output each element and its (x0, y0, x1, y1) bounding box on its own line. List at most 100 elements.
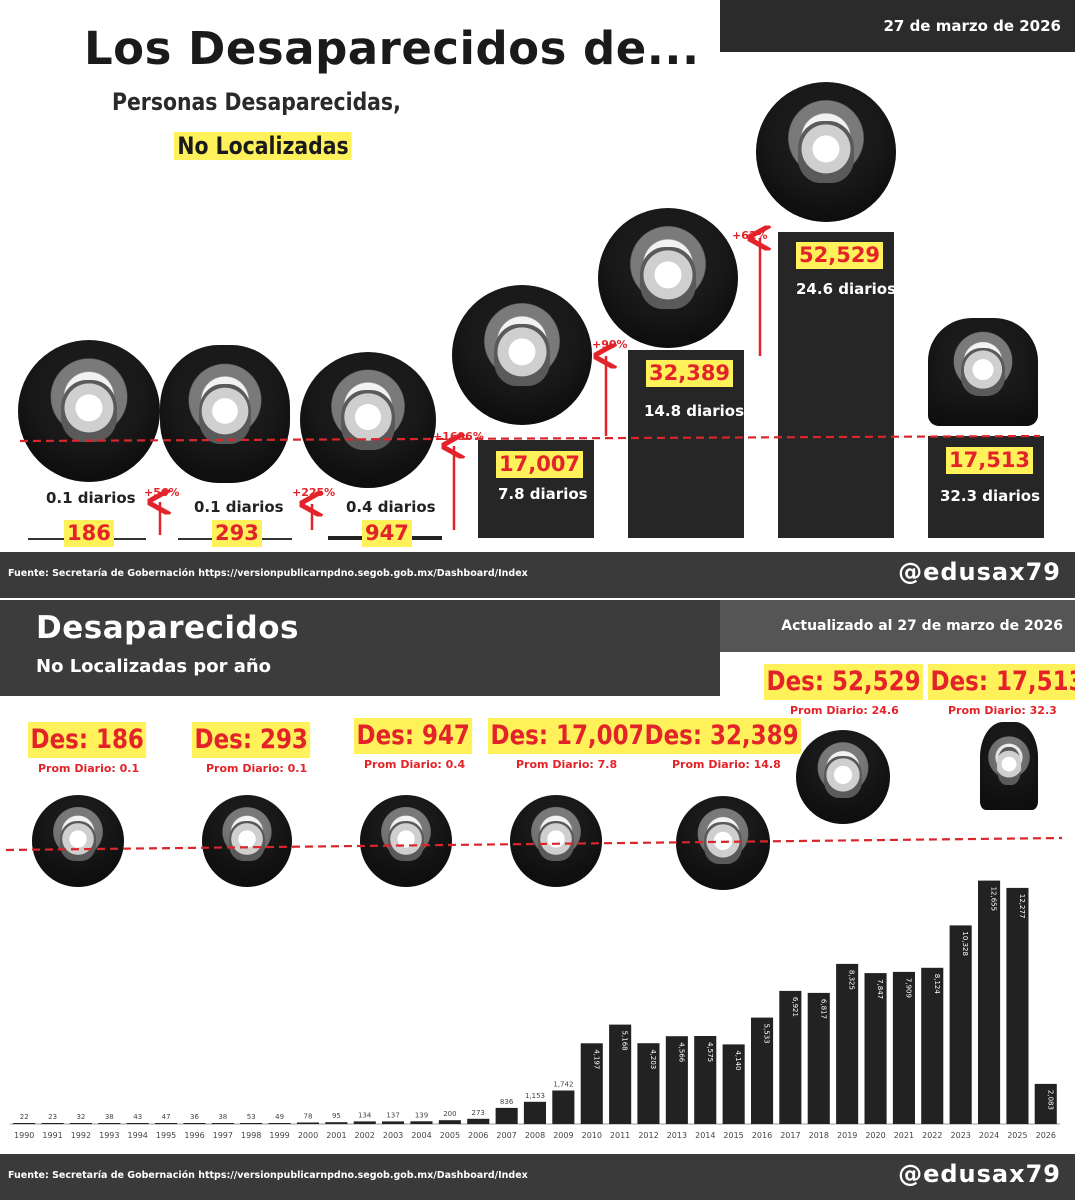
change-5: +62% (732, 229, 768, 242)
top-source: Fuente: Secretaría de Gobernación https:… (8, 568, 528, 579)
bar-1991 (41, 1123, 64, 1124)
year-label-1991: 1991 (42, 1131, 62, 1140)
president-portrait-3 (300, 352, 436, 488)
prom-label-4: Prom Diario: 7.8 (516, 758, 618, 771)
bar-2019 (836, 963, 859, 1124)
daily-president-5: 14.8 diarios (644, 402, 745, 420)
value-label-2015: 4,140 (734, 1050, 742, 1070)
value-label-1994: 43 (133, 1113, 142, 1121)
bottom-footer: Fuente: Secretaría de Gobernación https:… (0, 1154, 1075, 1200)
bar-2021 (892, 971, 915, 1124)
des-label-6: Des: 52,529 (764, 664, 924, 700)
year-label-2012: 2012 (638, 1131, 658, 1140)
section2-title: Desaparecidos (36, 610, 299, 646)
year-label-2019: 2019 (837, 1131, 857, 1140)
value-label-2023: 10,328 (961, 931, 969, 956)
small-portrait-4 (510, 795, 602, 887)
top-footer: Fuente: Secretaría de Gobernación https:… (0, 552, 1075, 598)
year-label-1998: 1998 (241, 1131, 261, 1140)
year-label-2023: 2023 (951, 1131, 971, 1140)
value-label-2013: 4,566 (677, 1042, 685, 1063)
year-label-2015: 2015 (723, 1131, 743, 1140)
bar-1990 (13, 1123, 36, 1124)
year-label-1995: 1995 (156, 1131, 176, 1140)
small-portrait-6 (796, 730, 890, 824)
president-portrait-5 (598, 208, 738, 348)
small-portrait-3 (360, 795, 452, 887)
bar-2026 (1034, 1083, 1057, 1124)
value-label-2025: 12,277 (1018, 894, 1026, 919)
value-label-2016: 5,533 (763, 1024, 771, 1044)
value-label-2018: 6,817 (819, 999, 827, 1019)
bar-2022 (921, 967, 944, 1124)
bar-2025 (1006, 887, 1029, 1124)
year-label-2022: 2022 (922, 1131, 942, 1140)
bar-2015 (722, 1044, 745, 1124)
updated-banner: Actualizado al 27 de marzo de 2026 (720, 600, 1075, 652)
year-label-2000: 2000 (298, 1131, 318, 1140)
value-label-2007: 836 (500, 1098, 514, 1106)
year-label-2017: 2017 (780, 1131, 800, 1140)
prom-label-6: Prom Diario: 24.6 (790, 704, 899, 717)
president-portrait-7 (928, 318, 1038, 426)
value-label-2021: 7,909 (904, 978, 912, 998)
value-label-2017: 6,921 (791, 997, 799, 1017)
bar-2008 (523, 1101, 546, 1124)
year-label-2010: 2010 (582, 1131, 602, 1140)
value-label-1995: 47 (162, 1113, 171, 1121)
year-label-2005: 2005 (440, 1131, 460, 1140)
bar-1995 (155, 1123, 178, 1124)
year-label-2008: 2008 (525, 1131, 545, 1140)
top-handle: @edusax79 (898, 558, 1061, 586)
year-label-2006: 2006 (468, 1131, 488, 1140)
total-president-6: 52,529 (796, 242, 884, 269)
small-portrait-2 (202, 795, 292, 887)
year-label-2002: 2002 (355, 1131, 375, 1140)
bar-2000 (296, 1122, 319, 1124)
des-label-4: Des: 17,007 (488, 718, 648, 754)
change-3: +1696% (433, 430, 484, 443)
value-label-2026: 2,083 (1046, 1090, 1054, 1110)
year-label-2021: 2021 (894, 1131, 914, 1140)
reference-dashed-line (19, 434, 1041, 443)
des-label-3: Des: 947 (354, 718, 473, 754)
value-label-2002: 134 (358, 1111, 372, 1119)
yearly-reference-dashed-line (5, 836, 1063, 852)
bar-2014 (694, 1036, 717, 1124)
bar-2023 (949, 925, 972, 1124)
year-label-2016: 2016 (752, 1131, 772, 1140)
value-label-2010: 4,197 (592, 1049, 600, 1069)
des-label-2: Des: 293 (192, 722, 311, 758)
bottom-source: Fuente: Secretaría de Gobernación https:… (8, 1170, 528, 1181)
change-4: +90% (592, 338, 628, 351)
year-label-2024: 2024 (979, 1131, 999, 1140)
total-president-1: 186 (64, 520, 114, 547)
bar-2012 (637, 1043, 660, 1124)
president-portrait-6 (756, 82, 896, 222)
total-president-3: 947 (362, 520, 412, 547)
small-portrait-1 (32, 795, 124, 887)
bar-2003 (382, 1121, 405, 1124)
prom-label-1: Prom Diario: 0.1 (38, 762, 140, 775)
value-label-2008: 1,153 (525, 1092, 545, 1100)
value-label-1997: 38 (218, 1113, 227, 1121)
year-label-1996: 1996 (184, 1131, 204, 1140)
year-label-2025: 2025 (1007, 1131, 1027, 1140)
year-label-1990: 1990 (14, 1131, 34, 1140)
change-2: +225% (292, 486, 336, 499)
year-label-1997: 1997 (213, 1131, 233, 1140)
prom-label-7: Prom Diario: 32.3 (948, 704, 1057, 717)
small-portrait-7 (980, 722, 1038, 810)
top-annotations (19, 0, 1041, 535)
date-banner: 27 de marzo de 2026 (720, 0, 1075, 52)
value-label-1993: 38 (105, 1113, 114, 1121)
des-label-5: Des: 32,389 (642, 718, 802, 754)
year-label-2026: 2026 (1036, 1131, 1056, 1140)
year-label-2013: 2013 (667, 1131, 687, 1140)
year-label-1992: 1992 (71, 1131, 91, 1140)
total-president-5: 32,389 (646, 360, 734, 387)
bar-1992 (69, 1123, 92, 1124)
year-label-2001: 2001 (326, 1131, 346, 1140)
value-label-2022: 8,124 (933, 974, 941, 995)
value-label-1992: 32 (76, 1113, 85, 1121)
